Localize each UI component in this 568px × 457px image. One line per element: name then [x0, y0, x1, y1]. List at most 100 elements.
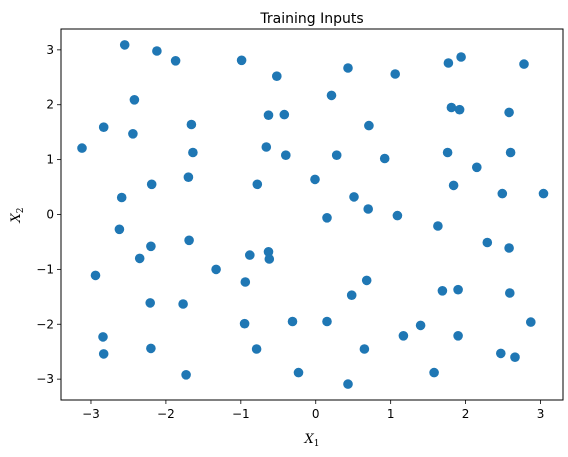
data-point	[114, 224, 125, 235]
data-point	[526, 317, 536, 327]
x-axis-ticks: −3 −2 −1 0 1 2 3	[82, 400, 544, 421]
data-point	[349, 192, 359, 202]
data-point	[448, 180, 459, 191]
data-point	[183, 172, 194, 182]
data-point	[146, 343, 156, 354]
y-tick-label: −3	[36, 372, 54, 386]
data-point	[538, 188, 549, 199]
data-point	[454, 104, 465, 115]
chart-title: Training Inputs	[259, 11, 363, 27]
y-tick-label: −1	[36, 262, 54, 276]
x-tick-label: −1	[232, 407, 250, 421]
data-point	[437, 286, 448, 296]
data-point	[90, 270, 101, 281]
data-point	[343, 379, 353, 389]
data-point	[116, 192, 127, 203]
data-point	[453, 331, 463, 341]
data-point	[98, 332, 108, 342]
data-point	[263, 247, 274, 257]
data-point	[178, 299, 188, 309]
data-point	[453, 284, 463, 295]
data-point	[252, 179, 263, 190]
data-point	[239, 318, 250, 329]
data-point	[146, 179, 157, 190]
data-point	[186, 119, 197, 130]
data-point	[263, 110, 274, 120]
data-point	[443, 58, 454, 68]
data-point	[152, 46, 162, 56]
data-point	[331, 150, 342, 160]
x-tick-label: −2	[157, 407, 175, 421]
plot-frame	[60, 28, 564, 401]
y-tick-label: 0	[46, 208, 54, 222]
data-point	[322, 316, 332, 327]
data-point	[497, 188, 508, 199]
x-tick-label: −3	[82, 407, 100, 421]
data-point	[379, 153, 390, 164]
data-point	[482, 237, 493, 248]
data-point	[211, 264, 221, 275]
data-point	[145, 298, 155, 308]
y-axis-label: X2	[9, 208, 26, 224]
data-point	[293, 367, 304, 378]
data-point	[429, 367, 439, 378]
data-point	[310, 174, 320, 185]
data-point	[264, 254, 275, 264]
data-point	[519, 59, 529, 69]
data-point	[504, 243, 514, 253]
x-tick-label: 2	[462, 407, 470, 421]
data-point	[181, 370, 191, 380]
data-point	[442, 147, 453, 158]
data-point	[236, 55, 247, 66]
data-point	[326, 90, 337, 101]
data-point	[322, 213, 332, 223]
data-point	[433, 221, 443, 231]
y-tick-label: −2	[36, 317, 54, 331]
data-point	[245, 250, 255, 260]
data-point	[392, 210, 403, 221]
y-tick-label: 3	[46, 43, 54, 57]
data-point	[505, 288, 515, 298]
data-point	[364, 120, 374, 131]
data-point	[359, 344, 370, 354]
x-tick-label: 1	[387, 407, 395, 421]
data-point	[505, 147, 516, 158]
y-axis-ticks: −3 −2 −1 0 1 2 3	[36, 43, 61, 386]
data-point	[363, 204, 374, 214]
data-point	[272, 71, 282, 81]
data-point	[446, 102, 457, 113]
data-point	[390, 69, 401, 79]
data-point	[119, 40, 130, 50]
data-point	[146, 241, 156, 252]
data-points	[77, 40, 549, 389]
data-point	[346, 290, 357, 301]
data-point	[184, 235, 194, 246]
data-point	[261, 142, 272, 152]
data-point	[472, 162, 482, 173]
data-point	[129, 95, 140, 105]
x-tick-label: 3	[537, 407, 545, 421]
data-point	[361, 275, 372, 286]
data-point	[77, 143, 87, 153]
data-point	[504, 107, 514, 118]
data-point	[98, 122, 109, 132]
data-point	[415, 320, 426, 331]
data-point	[240, 277, 251, 287]
x-tick-label: 0	[312, 407, 320, 421]
data-point	[496, 348, 506, 359]
data-point	[343, 63, 353, 73]
data-point	[170, 56, 181, 66]
y-tick-label: 1	[46, 153, 54, 167]
data-point	[188, 147, 198, 158]
data-point	[510, 352, 520, 363]
data-point	[456, 52, 466, 62]
data-point	[134, 253, 145, 264]
y-tick-label: 2	[46, 98, 54, 112]
data-point	[98, 349, 109, 359]
data-point	[281, 150, 291, 160]
data-point	[287, 316, 298, 327]
data-point	[251, 344, 262, 354]
data-point	[398, 331, 409, 341]
x-axis-label: X1	[304, 432, 320, 449]
